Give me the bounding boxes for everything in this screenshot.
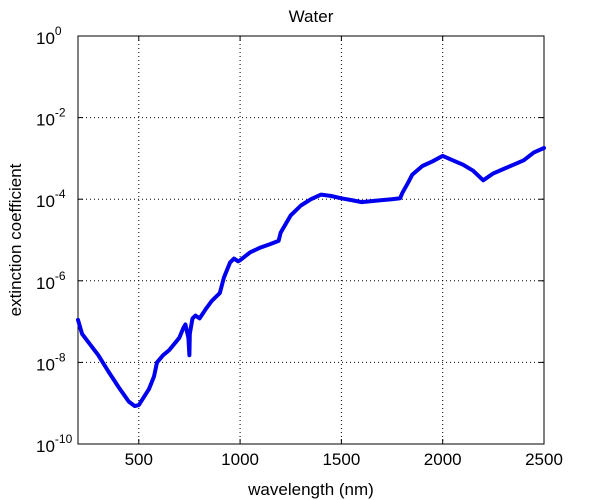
x-tick-label: 1000 (221, 450, 259, 469)
x-tick-label: 2500 (525, 450, 563, 469)
chart-title: Water (289, 7, 334, 26)
y-tick-label: 10-4 (36, 187, 66, 211)
series-line (76, 146, 546, 409)
plot-frame (77, 35, 545, 445)
x-tick-label: 2000 (424, 450, 462, 469)
y-axis-label: extinction coefficient (6, 163, 25, 316)
y-tick-labels: 10-10 10-8 10-6 10-4 10-2 100 (36, 24, 73, 456)
y-tick-label: 10-8 (36, 350, 66, 374)
grid-lines (78, 36, 544, 444)
y-tick-label: 100 (36, 24, 62, 48)
x-tick-label: 1500 (322, 450, 360, 469)
y-tick-label: 10-6 (36, 269, 66, 293)
y-tick-label: 10-10 (36, 432, 73, 456)
data-series (76, 146, 546, 409)
axis-ticks (78, 35, 545, 445)
y-tick-label: 10-2 (36, 106, 66, 130)
x-axis-label: wavelength (nm) (247, 480, 374, 499)
x-tick-labels: 500 1000 1500 2000 2500 (125, 450, 563, 469)
x-tick-label: 500 (125, 450, 153, 469)
